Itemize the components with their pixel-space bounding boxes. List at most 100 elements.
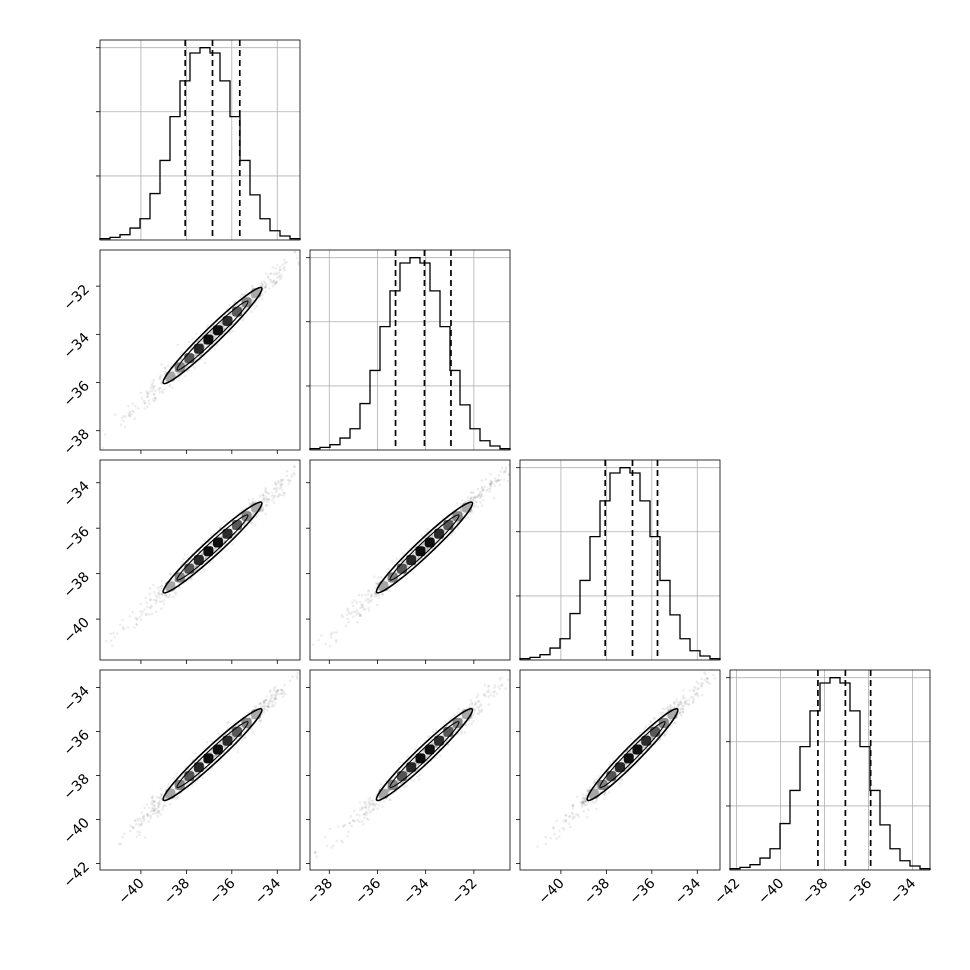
scatter-point <box>280 488 284 491</box>
scatter-point <box>716 666 719 669</box>
scatter-point <box>159 787 163 791</box>
scatter-point <box>187 340 191 344</box>
scatter-point <box>464 723 468 727</box>
scatter-point <box>580 805 584 808</box>
scatter-point <box>581 797 584 800</box>
scatter-point <box>175 775 178 778</box>
scatter-point <box>210 751 214 755</box>
scatter-point <box>267 498 271 501</box>
scatter-point <box>471 499 475 502</box>
scatter-point <box>376 582 379 586</box>
scatter-point <box>480 485 484 489</box>
scatter-point <box>460 499 464 502</box>
scatter-point <box>144 596 148 599</box>
scatter-point <box>254 523 257 527</box>
scatter-panel-3-2 <box>516 666 721 874</box>
scatter-point <box>288 679 292 683</box>
scatter-point <box>152 800 156 803</box>
scatter-point <box>152 399 156 403</box>
scatter-point <box>273 698 276 701</box>
scatter-point <box>158 800 161 803</box>
scatter-point <box>470 490 474 494</box>
scatter-point <box>154 598 158 602</box>
scatter-point <box>251 500 255 504</box>
scatter-point <box>260 281 263 285</box>
scatter-point <box>523 450 526 453</box>
scatter-point <box>231 329 234 333</box>
scatter-point <box>146 812 149 816</box>
scatter-point <box>509 466 510 469</box>
xtick-label-col3-4: −34 <box>887 875 919 907</box>
scatter-point <box>132 826 136 830</box>
scatter-point <box>146 395 150 398</box>
scatter-point <box>558 835 561 839</box>
scatter-point <box>209 332 213 335</box>
scatter-point <box>277 494 281 497</box>
scatter-point <box>607 790 611 794</box>
scatter-point <box>272 688 276 692</box>
xtick-label-col1-3: −32 <box>448 876 480 908</box>
scatter-point <box>220 322 223 326</box>
scatter-point <box>712 673 715 677</box>
scatter-point <box>373 575 376 578</box>
scatter-point <box>259 705 263 709</box>
scatter-point <box>152 393 156 396</box>
scatter-point <box>367 609 371 612</box>
scatter-point <box>154 398 158 401</box>
scatter-point <box>435 757 439 760</box>
scatter-point <box>264 512 267 516</box>
scatter-point <box>135 617 139 621</box>
scatter-point <box>674 721 677 725</box>
scatter-point <box>157 805 160 809</box>
scatter-point <box>683 702 686 706</box>
scatter-point <box>265 283 268 286</box>
scatter-point <box>491 482 495 485</box>
scatter-point <box>156 811 160 815</box>
scatter-point <box>351 818 355 822</box>
scatter-point <box>269 689 272 692</box>
scatter-point <box>138 817 142 821</box>
scatter-point <box>320 634 323 637</box>
scatter-point <box>353 819 357 823</box>
scatter-point <box>145 389 148 393</box>
scatter-point <box>461 512 465 516</box>
scatter-point <box>276 481 280 485</box>
scatter-point <box>367 800 370 804</box>
scatter-point <box>479 492 482 496</box>
scatter-point <box>135 623 139 627</box>
scatter-point <box>151 812 155 815</box>
scatter-point <box>353 599 357 602</box>
scatter-point <box>377 576 381 579</box>
scatter-point <box>275 276 279 280</box>
scatter-point <box>118 623 122 627</box>
scatter-point <box>651 736 655 740</box>
scatter-point <box>269 281 273 284</box>
scatter-point <box>216 732 220 736</box>
scatter-point <box>137 819 140 822</box>
scatter-point <box>159 584 163 588</box>
scatter-point <box>576 813 580 817</box>
scatter-point <box>279 483 283 486</box>
scatter-point <box>266 500 269 504</box>
scatter-point <box>283 258 286 262</box>
scatter-point <box>340 614 344 617</box>
scatter-point <box>279 692 283 696</box>
scatter-point <box>131 402 135 406</box>
scatter-point <box>289 479 292 483</box>
scatter-point <box>262 708 266 711</box>
scatter-point <box>478 710 482 713</box>
scatter-point <box>564 813 568 817</box>
scatter-point <box>321 649 324 652</box>
scatter-point <box>684 700 687 704</box>
scatter-point <box>137 822 141 826</box>
scatter-point <box>148 592 152 596</box>
scatter-point <box>344 823 347 827</box>
scatter-point <box>497 479 501 482</box>
scatter-point <box>233 300 236 304</box>
scatter-point <box>265 698 268 702</box>
scatter-point <box>161 391 165 395</box>
scatter-point <box>426 735 430 738</box>
scatter-point <box>161 805 165 809</box>
scatter-point <box>265 497 269 501</box>
